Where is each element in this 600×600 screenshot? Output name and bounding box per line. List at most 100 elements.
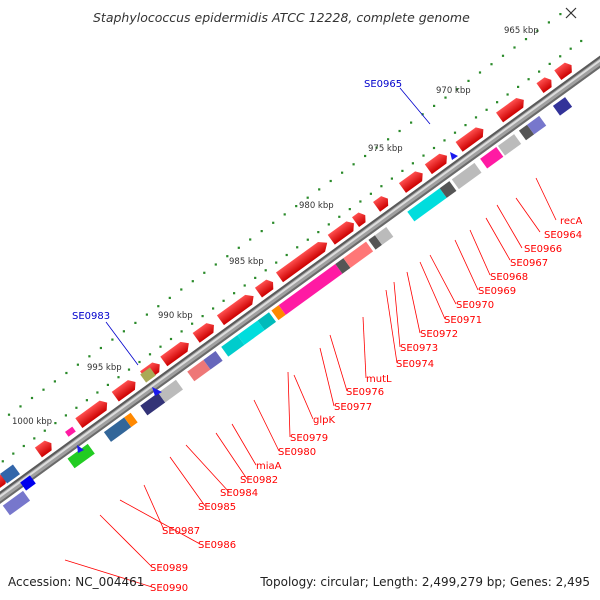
- gene-arrow: [327, 221, 354, 245]
- scale-dot: [478, 71, 482, 74]
- inner-scale-dot: [390, 177, 393, 180]
- inner-scale-dot: [296, 246, 299, 249]
- scale-dot: [237, 246, 240, 249]
- kbp-label: 965 kbp: [504, 26, 539, 36]
- scale-dots: [1, 13, 583, 463]
- inner-scale-dot: [285, 253, 288, 257]
- gene-block: [237, 320, 265, 345]
- scale-dot: [260, 230, 263, 233]
- scale-dot: [214, 263, 217, 266]
- inner-scale-dot: [317, 231, 320, 234]
- gene-block: [124, 412, 138, 428]
- gene-label: SE0989: [150, 563, 188, 574]
- inner-scale-dot: [474, 116, 478, 119]
- inner-scale-dot: [517, 85, 520, 88]
- scale-dot: [375, 146, 378, 149]
- gene-label: glpK: [313, 415, 335, 426]
- inner-scale-dot: [159, 345, 162, 348]
- gene-block: [278, 264, 343, 315]
- gene-label: SE0974: [396, 359, 434, 370]
- gene-labels: recA SE0964 SE0966 SE0967 SE0968 SE0969 …: [72, 79, 583, 594]
- scale-dot: [19, 405, 22, 408]
- kbp-label: 990 kbp: [158, 311, 193, 321]
- gene-block: [158, 379, 183, 403]
- genome-summary: Topology: circular; Length: 2,499,279 bp…: [259, 575, 590, 589]
- outer-features: [0, 152, 458, 491]
- scale-dot: [421, 113, 424, 116]
- gene-arrow: [160, 341, 189, 367]
- inner-scale-dot: [233, 292, 236, 295]
- gene-arrow: [111, 380, 136, 402]
- scale-dot: [157, 305, 160, 308]
- scale-dot: [433, 104, 436, 107]
- gene-label: SE0972: [420, 329, 458, 340]
- close-icon[interactable]: [565, 7, 577, 19]
- gene-arrow: [254, 279, 274, 298]
- gene-block: [257, 312, 277, 331]
- scale-dot: [410, 121, 413, 124]
- inner-scale-dot: [506, 93, 509, 96]
- inner-scale-dot: [12, 452, 15, 455]
- feature-marker: [20, 475, 36, 491]
- scale-dot: [329, 179, 332, 183]
- gene-arrow: [536, 77, 552, 93]
- feature-marker: [0, 464, 20, 484]
- scale-dot: [42, 388, 45, 391]
- inner-scale-dot: [22, 444, 25, 448]
- inner-scale-dot: [348, 208, 351, 211]
- scale-dot: [111, 338, 114, 341]
- inner-scale-dot: [106, 383, 109, 386]
- inner-scale-dot: [527, 78, 530, 81]
- scale-dot: [191, 280, 194, 283]
- inner-scale-dot: [33, 437, 36, 440]
- gene-block: [527, 115, 547, 135]
- scale-dot: [7, 413, 11, 416]
- gene-block: [103, 417, 132, 442]
- gene-block: [439, 181, 457, 198]
- gene-label: SE0967: [510, 258, 548, 269]
- scale-labels: 965 kbp 970 kbp 975 kbp 980 kbp 985 kbp …: [12, 26, 539, 427]
- scale-dot: [536, 29, 539, 32]
- gene-block: [374, 226, 394, 245]
- inner-scale-dot: [432, 146, 436, 150]
- scale-dot: [283, 213, 286, 216]
- genome-backbone: [0, 30, 600, 510]
- inner-scale-dot: [485, 108, 488, 111]
- inner-scale-dot: [85, 399, 88, 402]
- gene-label: SE0977: [334, 402, 372, 413]
- gene-arrow: [496, 97, 524, 123]
- inner-scale-dot: [401, 169, 404, 172]
- inner-scale-dot: [1, 460, 4, 463]
- scale-dot: [122, 330, 125, 333]
- scale-dot: [30, 396, 34, 400]
- inner-scale-dot: [369, 192, 372, 195]
- gene-arrow: [0, 474, 7, 493]
- kbp-label: 1000 kbp: [12, 417, 52, 427]
- scale-dot: [490, 63, 493, 66]
- inner-scale-dot: [201, 315, 204, 318]
- scale-dot: [180, 288, 183, 291]
- feature-marker: [65, 426, 76, 437]
- inner-scale-dot: [569, 47, 572, 50]
- scale-dot: [88, 355, 91, 358]
- scale-dot: [203, 271, 206, 274]
- inner-scale-dot: [43, 429, 46, 432]
- inner-scale-dot: [191, 322, 194, 325]
- scale-dot: [306, 196, 309, 199]
- gene-block: [271, 305, 286, 321]
- inner-scale-dot: [64, 414, 67, 417]
- inner-scale-dot: [75, 406, 78, 409]
- gene-arrow: [373, 196, 389, 212]
- inner-scale-dot: [453, 131, 457, 134]
- inner-scale-dot: [222, 299, 225, 302]
- gene-block: [518, 124, 535, 141]
- inner-scale-dot: [496, 101, 499, 104]
- gene-block: [203, 351, 223, 370]
- gene-label: SE0965: [364, 79, 402, 90]
- gene-label: SE0976: [346, 387, 384, 398]
- forward-genes: [0, 62, 572, 493]
- inner-scale-dot: [96, 391, 99, 394]
- gene-label: SE0971: [444, 315, 482, 326]
- feature-marker: [152, 387, 162, 396]
- kbp-label: 975 kbp: [368, 144, 403, 154]
